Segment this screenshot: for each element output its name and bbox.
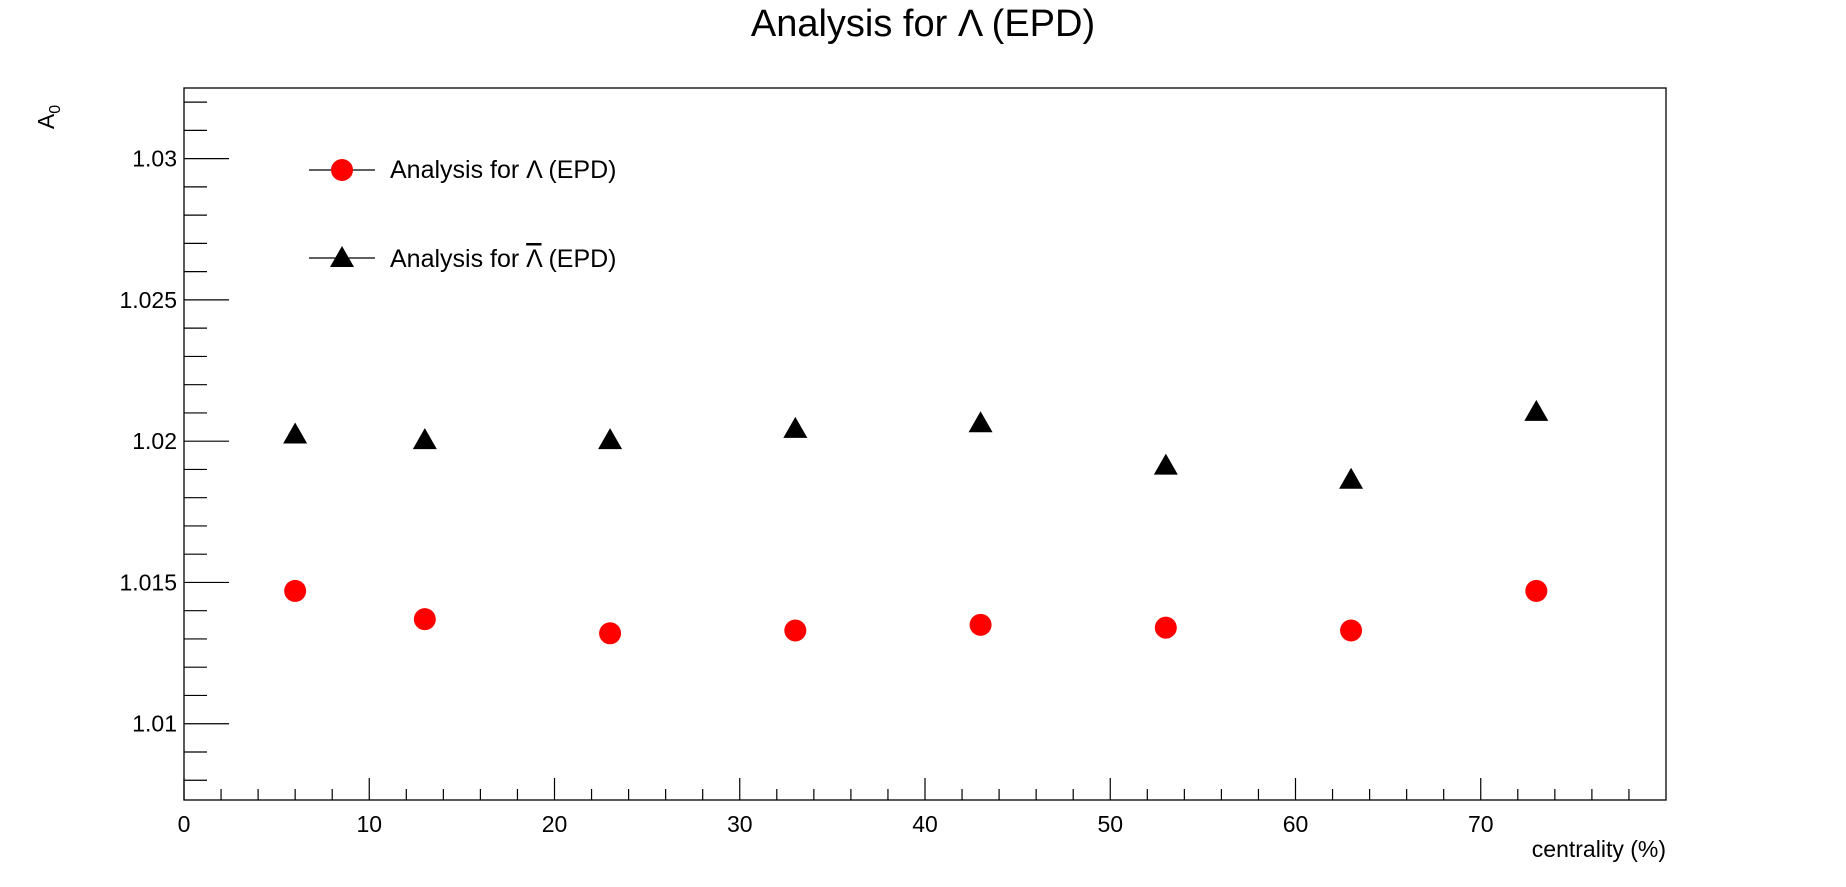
y-axis-label: A0 bbox=[33, 105, 64, 129]
plot-frame bbox=[183, 87, 1667, 801]
data-point-circle bbox=[284, 579, 307, 602]
data-point-triangle bbox=[598, 428, 623, 450]
legend-marker-triangle bbox=[330, 246, 354, 267]
legend-marker-circle bbox=[331, 159, 353, 181]
data-point-circle bbox=[413, 608, 436, 631]
legend-label-lambda: Analysis for Λ (EPD) bbox=[390, 156, 616, 184]
data-point-triangle bbox=[283, 422, 308, 444]
legend-label-symbol: Λ bbox=[526, 245, 543, 273]
y-tick-label: 1.02 bbox=[132, 428, 177, 454]
data-point-triangle bbox=[1524, 399, 1549, 421]
data-point-triangle bbox=[968, 411, 993, 433]
chart-title: Analysis for Λ (EPD) bbox=[751, 3, 1095, 45]
x-tick-label: 40 bbox=[912, 811, 938, 837]
data-point-circle bbox=[784, 619, 807, 642]
x-tick-label: 70 bbox=[1468, 811, 1494, 837]
x-tick-label: 20 bbox=[542, 811, 568, 837]
data-point-triangle bbox=[1339, 467, 1364, 489]
data-point-circle bbox=[1340, 619, 1363, 642]
x-tick-label: 10 bbox=[356, 811, 382, 837]
data-point-circle bbox=[1525, 579, 1548, 602]
data-point-triangle bbox=[412, 428, 437, 450]
data-point-triangle bbox=[1153, 453, 1178, 475]
legend-label-antilambda: Analysis for Λ (EPD) bbox=[390, 245, 617, 273]
y-tick-label: 1.01 bbox=[132, 711, 177, 737]
x-tick-label: 0 bbox=[178, 811, 191, 837]
data-point-circle bbox=[1154, 616, 1177, 639]
x-tick-label: 30 bbox=[727, 811, 753, 837]
x-tick-label: 60 bbox=[1283, 811, 1309, 837]
series-layer bbox=[283, 399, 1549, 645]
data-point-circle bbox=[969, 613, 992, 636]
legend-label-suffix: (EPD) bbox=[542, 245, 617, 273]
y-axis-label-main: A bbox=[33, 113, 59, 129]
legend-entry-antilambda: Analysis for Λ (EPD) bbox=[309, 245, 617, 273]
data-point-circle bbox=[599, 622, 622, 645]
y-axis: 1.01 1.015 1.02 1.025 1.03 bbox=[119, 101, 229, 781]
y-tick-label: 1.015 bbox=[119, 569, 177, 595]
x-axis-label: centrality (%) bbox=[1532, 836, 1666, 862]
data-point-triangle bbox=[783, 416, 808, 438]
x-tick-label: 50 bbox=[1097, 811, 1123, 837]
legend-label-prefix: Analysis for bbox=[390, 245, 526, 273]
y-tick-label: 1.03 bbox=[132, 146, 177, 172]
y-axis-label-subscript: 0 bbox=[47, 105, 64, 114]
legend: Analysis for Λ (EPD) Analysis for Λ (EPD… bbox=[309, 156, 617, 273]
y-tick-label: 1.025 bbox=[119, 287, 177, 313]
legend-entry-lambda: Analysis for Λ (EPD) bbox=[309, 156, 616, 184]
x-axis: 0 10 20 30 40 50 60 70 bbox=[178, 778, 1630, 837]
